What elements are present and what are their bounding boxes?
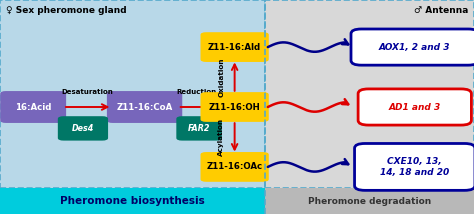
FancyBboxPatch shape (0, 91, 66, 123)
FancyBboxPatch shape (201, 92, 269, 122)
FancyBboxPatch shape (201, 152, 269, 182)
FancyBboxPatch shape (201, 32, 269, 62)
FancyBboxPatch shape (265, 0, 474, 188)
Text: Pheromone biosynthesis: Pheromone biosynthesis (60, 196, 205, 206)
Text: Z11-16:Ald: Z11-16:Ald (208, 43, 261, 52)
Text: AOX1, 2 and 3: AOX1, 2 and 3 (379, 43, 450, 52)
Text: Z11-16:CoA: Z11-16:CoA (117, 103, 173, 111)
Text: Z11-16:OAc: Z11-16:OAc (207, 162, 263, 171)
Text: Z11-16:OH: Z11-16:OH (209, 103, 261, 111)
FancyBboxPatch shape (265, 188, 474, 214)
FancyBboxPatch shape (355, 143, 474, 190)
Text: ♂ Antenna: ♂ Antenna (414, 6, 468, 15)
Text: Pheromone degradation: Pheromone degradation (308, 197, 431, 206)
Text: FAR2: FAR2 (188, 124, 210, 133)
FancyBboxPatch shape (0, 0, 265, 188)
Text: Des4: Des4 (72, 124, 94, 133)
FancyBboxPatch shape (0, 188, 265, 214)
FancyBboxPatch shape (176, 116, 222, 141)
Text: Reduction: Reduction (177, 89, 217, 95)
Text: CXE10, 13,
14, 18 and 20: CXE10, 13, 14, 18 and 20 (380, 157, 449, 177)
Text: AD1 and 3: AD1 and 3 (389, 103, 441, 111)
Text: Oxidation: Oxidation (219, 57, 224, 97)
Text: 16:Acid: 16:Acid (15, 103, 51, 111)
FancyBboxPatch shape (351, 29, 474, 65)
FancyBboxPatch shape (107, 91, 182, 123)
FancyBboxPatch shape (358, 89, 471, 125)
Text: ♀ Sex pheromone gland: ♀ Sex pheromone gland (6, 6, 126, 15)
Text: Acylation: Acylation (219, 118, 224, 156)
FancyBboxPatch shape (58, 116, 108, 141)
Text: Desaturation: Desaturation (62, 89, 114, 95)
